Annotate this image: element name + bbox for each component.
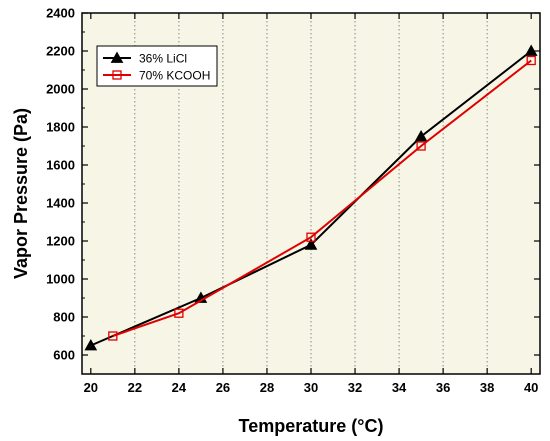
- y-axis-title: Vapor Pressure (Pa): [11, 108, 31, 279]
- x-tick-label: 26: [216, 380, 230, 395]
- y-tick-label: 1400: [46, 196, 75, 211]
- axes: 20 22 24 26 28 30 32 34 36 38 40 600 800 1000 1200 1400…: [46, 6, 540, 395]
- x-tick-label: 32: [348, 380, 362, 395]
- x-tick-label: 34: [392, 380, 407, 395]
- legend-label: 70% KCOOH: [139, 69, 210, 83]
- data-point: [414, 129, 428, 142]
- legend-marker: [110, 51, 124, 63]
- y-tick-label: 1200: [46, 234, 75, 249]
- y-tick-label: 2400: [46, 6, 75, 21]
- legend-label: 36% LiCl: [139, 52, 187, 66]
- legend-item: 70% KCOOH: [103, 69, 210, 83]
- series-layer: [84, 44, 538, 351]
- series-line: [112, 59, 532, 337]
- x-axis-title: Temperature (°C): [239, 416, 384, 436]
- data-point: [526, 55, 536, 66]
- data-point: [108, 331, 118, 341]
- y-tick-label: 1000: [46, 272, 75, 287]
- data-point: [416, 141, 426, 151]
- y-tick-label: 2000: [46, 82, 75, 97]
- legend-marker: [112, 70, 122, 80]
- data-point: [304, 238, 318, 250]
- data-point: [174, 308, 184, 318]
- x-tick-label: 20: [84, 380, 98, 395]
- y-tick-label: 1800: [46, 120, 75, 135]
- x-tick-label: 22: [128, 380, 142, 395]
- y-tick-label: 1600: [46, 158, 75, 173]
- x-tick-label: 40: [524, 380, 538, 395]
- legend-item: 36% LiCl: [103, 51, 187, 66]
- legend: 36% LiCl 70% KCOOH: [96, 45, 218, 87]
- x-tick-label: 24: [172, 380, 187, 395]
- data-point: [524, 44, 538, 56]
- data-point: [84, 338, 98, 351]
- y-tick-label: 600: [53, 348, 75, 363]
- series-kcooh: [108, 55, 536, 341]
- x-tick-label: 38: [480, 380, 494, 395]
- x-tick-label: 36: [436, 380, 450, 395]
- data-point: [306, 232, 316, 242]
- plot-frame: [81, 12, 541, 375]
- y-tick-label: 800: [53, 310, 75, 325]
- y-tick-label: 2200: [46, 44, 75, 59]
- x-tick-label: 30: [304, 380, 318, 395]
- x-tick-label: 28: [260, 380, 274, 395]
